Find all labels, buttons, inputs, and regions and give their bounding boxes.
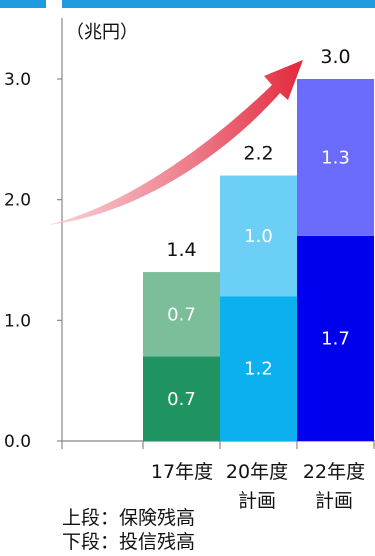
x-category-label: 20年度 bbox=[226, 461, 288, 483]
bar-segment-lower bbox=[297, 235, 374, 441]
x-category-label: 計画 bbox=[315, 490, 353, 512]
bar-segment-label: 1.2 bbox=[244, 359, 273, 380]
bar-segment-upper bbox=[220, 175, 297, 297]
x-category-label: 計画 bbox=[238, 490, 276, 512]
bar-segment-label: 1.0 bbox=[244, 226, 273, 247]
bar-segment-label: 0.7 bbox=[167, 304, 196, 325]
trend-arrow bbox=[48, 60, 303, 225]
legend-lower: 下段：投信残高 bbox=[62, 531, 196, 553]
bar-segment-label: 1.3 bbox=[321, 147, 350, 168]
bar-total-label: 3.0 bbox=[320, 46, 350, 68]
bar-total-label: 1.4 bbox=[166, 239, 196, 261]
legend: 上段：保険残高 下段：投信残高 bbox=[62, 506, 195, 554]
bar-segment-label: 1.7 bbox=[321, 328, 350, 349]
bar-segment-upper bbox=[297, 79, 374, 236]
unit-label: （兆円） bbox=[66, 22, 138, 43]
x-category-label: 22年度 bbox=[303, 461, 365, 483]
y-tick-label: 1.0 bbox=[4, 311, 31, 331]
y-tick-label: 0.0 bbox=[4, 432, 31, 452]
x-category-label: 17年度 bbox=[151, 461, 213, 483]
bar-segment-lower bbox=[220, 296, 297, 441]
top-accent-bar-right bbox=[62, 0, 375, 8]
bar-segment-lower bbox=[143, 356, 220, 441]
bar-total-label: 2.2 bbox=[243, 143, 273, 165]
bar-segment-label: 0.7 bbox=[167, 389, 196, 410]
top-accent-bar-left bbox=[0, 0, 46, 8]
legend-upper: 上段：保険残高 bbox=[62, 507, 196, 529]
bar-segment-upper bbox=[143, 272, 220, 357]
y-tick-label: 3.0 bbox=[4, 70, 31, 90]
y-tick-label: 2.0 bbox=[4, 191, 31, 211]
